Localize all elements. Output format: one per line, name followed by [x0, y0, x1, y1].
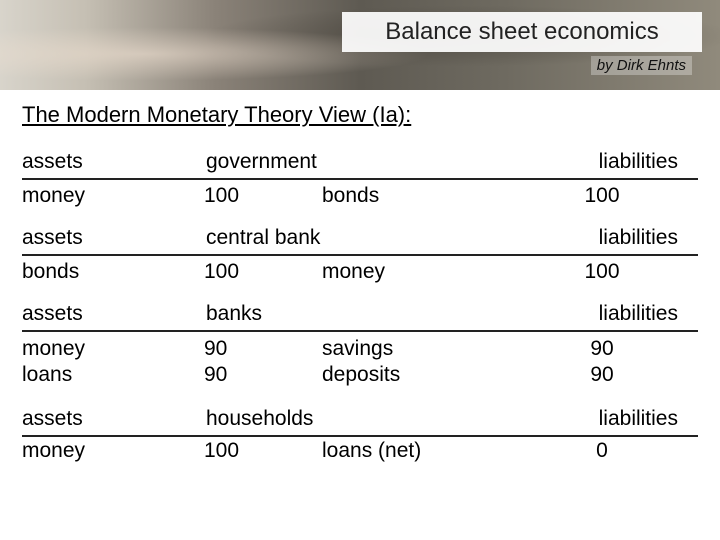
liability-value: 100	[522, 184, 682, 208]
section-row-households: money 100 loans (net) 0	[22, 437, 698, 473]
entity-name: households	[202, 407, 522, 431]
balance-sheets: assets government liabilities money 100 …	[22, 142, 698, 473]
liabilities-label: liabilities	[522, 226, 682, 250]
section-row-banks: moneyloans 9090 savingsdeposits 9090	[22, 332, 698, 399]
content-area: The Modern Monetary Theory View (Ia): as…	[0, 90, 720, 473]
asset-item: money	[22, 439, 202, 463]
section-header-government: assets government liabilities	[22, 142, 698, 180]
subtitle: The Modern Monetary Theory View (Ia):	[22, 102, 698, 128]
byline: by Dirk Ehnts	[591, 56, 692, 75]
liabilities-label: liabilities	[522, 407, 682, 431]
page-title: Balance sheet economics	[342, 12, 702, 52]
section-row-central-bank: bonds 100 money 100	[22, 256, 698, 294]
asset-item: money	[22, 184, 202, 208]
liabilities-label: liabilities	[522, 302, 682, 326]
asset-item: moneyloans	[22, 336, 202, 389]
header-banner: Balance sheet economics by Dirk Ehnts	[0, 0, 720, 90]
liability-item: bonds	[322, 184, 522, 208]
asset-item: bonds	[22, 260, 202, 284]
section-row-government: money 100 bonds 100	[22, 180, 698, 218]
assets-label: assets	[22, 150, 202, 174]
liability-item: loans (net)	[322, 439, 522, 463]
section-header-households: assets households liabilities	[22, 399, 698, 437]
asset-value: 100	[202, 260, 282, 284]
entity-name: central bank	[202, 226, 522, 250]
liability-item: savingsdeposits	[322, 336, 522, 389]
assets-label: assets	[22, 302, 202, 326]
asset-value: 9090	[202, 336, 282, 389]
entity-name: banks	[202, 302, 522, 326]
assets-label: assets	[22, 226, 202, 250]
liability-value: 0	[522, 439, 682, 463]
liability-value: 100	[522, 260, 682, 284]
liability-item: money	[322, 260, 522, 284]
liabilities-label: liabilities	[522, 150, 682, 174]
section-header-banks: assets banks liabilities	[22, 294, 698, 332]
entity-name: government	[202, 150, 522, 174]
liability-value: 9090	[522, 336, 682, 389]
asset-value: 100	[202, 184, 282, 208]
assets-label: assets	[22, 407, 202, 431]
section-header-central-bank: assets central bank liabilities	[22, 218, 698, 256]
asset-value: 100	[202, 439, 282, 463]
